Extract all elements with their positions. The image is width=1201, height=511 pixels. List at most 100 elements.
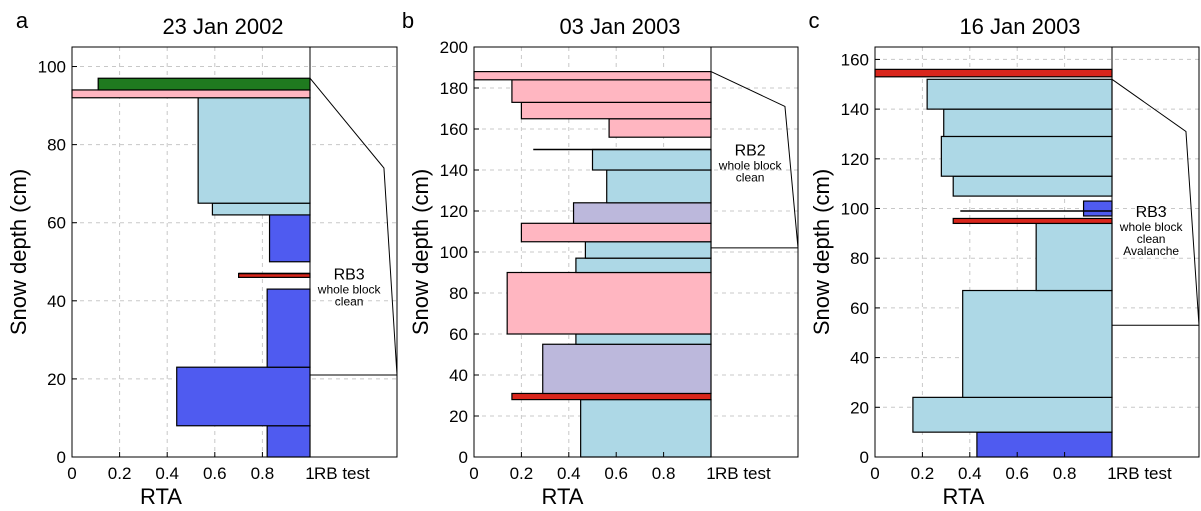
y-tick-label: 0 xyxy=(57,448,66,467)
layer-bar xyxy=(976,431,1113,458)
panel-b: 0 0.2 0.4 0.6 0.8 1 0 20 40 60 80 100 120 140 160 180 20… xyxy=(402,8,799,509)
x-tick-label: 0 xyxy=(67,464,76,483)
x-tick-label: 0.6 xyxy=(203,464,227,483)
y-tick-label: 60 xyxy=(449,325,468,344)
layer-bar xyxy=(926,78,1113,110)
x-tick-label: 0.8 xyxy=(251,464,275,483)
rb-sublabel: clean xyxy=(335,294,364,308)
x-tick-label: 0.6 xyxy=(604,464,628,483)
x-tick-label: 0.2 xyxy=(510,464,534,483)
y-tick-label: 80 xyxy=(47,136,66,155)
layer-bar xyxy=(912,396,1113,433)
rb-label: RB3 xyxy=(1136,204,1167,221)
panel-title: 23 Jan 2002 xyxy=(162,14,283,39)
layer-bar xyxy=(591,148,712,171)
rb-label: RB2 xyxy=(735,143,766,160)
y-axis-label: Snow depth (cm) xyxy=(809,169,834,335)
layer-bar xyxy=(511,79,712,103)
x-tick-label: 0.4 xyxy=(557,464,581,483)
x-tick-label: 0.8 xyxy=(652,464,676,483)
y-tick-label: 20 xyxy=(449,407,468,426)
y-tick-label: 160 xyxy=(841,50,869,69)
x-tick-label: 0.2 xyxy=(108,464,132,483)
layer-bar xyxy=(580,399,712,458)
y-tick-label: 20 xyxy=(850,398,869,417)
layer-bar xyxy=(197,97,311,204)
rb-score-triangle xyxy=(309,77,398,376)
rb-test-label: RB test xyxy=(314,464,370,483)
rb-test-label: RB test xyxy=(1116,464,1172,483)
layer-bar xyxy=(952,175,1113,197)
x-tick-label: 1 xyxy=(1107,464,1116,483)
panel-letter: a xyxy=(16,8,29,33)
rb-sublabel: whole block xyxy=(317,282,382,296)
layer-bar xyxy=(542,343,712,395)
layer-bar xyxy=(575,333,712,345)
layer-bar xyxy=(520,222,712,243)
x-tick-label: 0.4 xyxy=(155,464,179,483)
rb-test-label: RB test xyxy=(715,464,771,483)
y-tick-label: 20 xyxy=(47,370,66,389)
layer-bar xyxy=(473,70,712,81)
y-tick-label: 100 xyxy=(841,200,869,219)
y-tick-label: 140 xyxy=(841,100,869,119)
y-tick-label: 100 xyxy=(38,58,66,77)
layer-bar xyxy=(940,135,1113,177)
layer-bar xyxy=(584,241,712,259)
x-tick-label: 0.2 xyxy=(911,464,935,483)
y-tick-label: 180 xyxy=(440,79,468,98)
y-tick-label: 0 xyxy=(860,448,869,467)
y-tick-label: 40 xyxy=(47,292,66,311)
x-tick-label: 0.6 xyxy=(1005,464,1029,483)
rb-test-frame xyxy=(710,46,799,458)
layer-bar xyxy=(962,289,1113,398)
layer-bar xyxy=(575,257,712,274)
rb-test-frame xyxy=(1111,46,1200,458)
layer-bar xyxy=(572,202,712,224)
y-axis-label: Snow depth (cm) xyxy=(408,169,433,335)
rb-sublabel: clean xyxy=(1137,232,1166,246)
layer-bar xyxy=(211,202,311,216)
layer-bar xyxy=(608,118,712,138)
y-tick-label: 120 xyxy=(841,150,869,169)
x-tick-label: 1 xyxy=(706,464,715,483)
y-axis-label: Snow depth (cm) xyxy=(6,169,31,335)
x-axis-label: RTA xyxy=(140,484,182,509)
panel-title: 16 Jan 2003 xyxy=(959,14,1080,39)
rb-sublabel: whole block xyxy=(1119,220,1184,234)
x-axis-label: RTA xyxy=(542,484,584,509)
y-tick-label: 140 xyxy=(440,161,468,180)
layer-bar xyxy=(874,68,1113,78)
layer-bar xyxy=(71,89,311,99)
layer-bar xyxy=(520,101,712,120)
y-tick-label: 80 xyxy=(449,284,468,303)
y-tick-label: 200 xyxy=(440,38,468,57)
layer-bar xyxy=(511,392,712,401)
layer-bar xyxy=(606,169,712,204)
layer-bar xyxy=(1082,200,1113,217)
x-tick-label: 0.4 xyxy=(958,464,982,483)
layer-bar xyxy=(266,425,311,458)
layer-bar xyxy=(268,214,311,263)
y-tick-label: 80 xyxy=(850,249,869,268)
layer-bar xyxy=(506,271,712,335)
x-tick-label: 0 xyxy=(469,464,478,483)
layer-bar xyxy=(952,217,1113,225)
layer-bar xyxy=(1035,222,1113,292)
panel-a: 0 0.2 0.4 0.6 0.8 1 0 20 40 60 80 100 RB test RTA Snow… xyxy=(6,8,398,509)
panel-title: 03 Jan 2003 xyxy=(559,14,680,39)
x-tick-label: 1 xyxy=(305,464,314,483)
x-tick-label: 0 xyxy=(870,464,879,483)
y-tick-label: 120 xyxy=(440,202,468,221)
x-tick-label: 0.8 xyxy=(1053,464,1077,483)
y-tick-label: 40 xyxy=(449,366,468,385)
rb-score-triangle xyxy=(1111,78,1200,326)
rb-label: RB3 xyxy=(334,266,365,283)
panel-c: 0 0.2 0.4 0.6 0.8 1 0 20 40 60 80 100 120 140 160 RB te… xyxy=(809,8,1200,509)
panel-letter: c xyxy=(809,8,820,33)
rb-test-frame xyxy=(309,46,398,458)
panel-letter: b xyxy=(402,8,414,33)
rb-score-triangle xyxy=(710,71,799,249)
y-tick-label: 60 xyxy=(850,299,869,318)
